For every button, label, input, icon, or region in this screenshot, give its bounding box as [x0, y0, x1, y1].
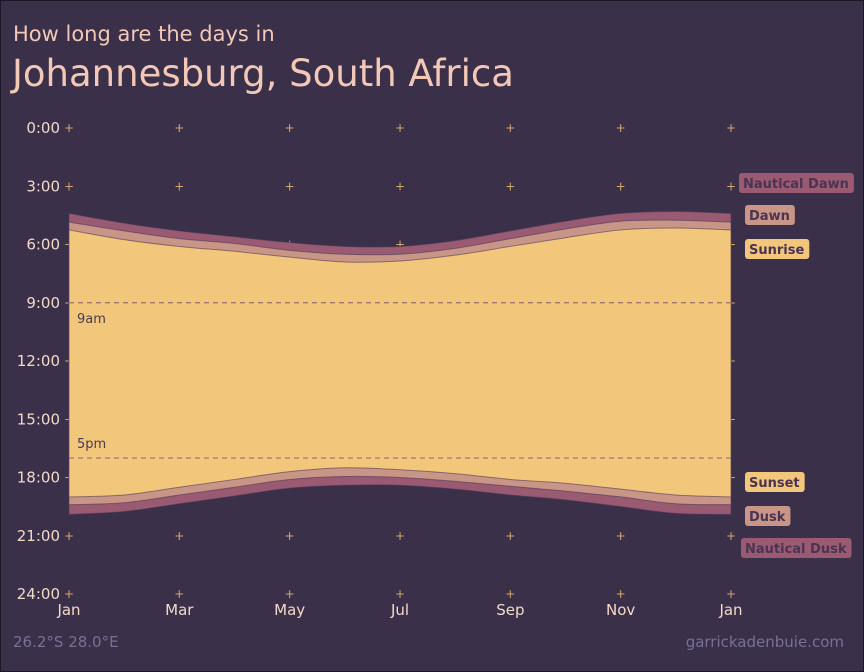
legend-swatch — [739, 173, 854, 193]
y-tick-label: 0:00 — [26, 119, 60, 137]
x-tick-label: Jul — [390, 601, 409, 619]
band-layer — [68, 210, 732, 515]
grid-marker: + — [395, 587, 405, 601]
reference-lines: 9am 5pm — [69, 302, 731, 459]
grid-marker: + — [64, 529, 74, 543]
legend-swatch — [745, 506, 791, 526]
grid-marker: + — [395, 529, 405, 543]
grid-marker: + — [174, 529, 184, 543]
grid-marker: + — [395, 238, 405, 252]
y-tick-label: 6:00 — [26, 236, 60, 254]
y-tick-label: 18:00 — [17, 469, 60, 487]
legend-item-nautical-dusk: Nautical Dusk — [741, 538, 852, 558]
legend-swatch — [745, 472, 805, 492]
legend-layer: Nautical Dawn Dawn Sunrise Sunset Dusk Nautic… — [739, 173, 854, 558]
grid-marker: + — [64, 121, 74, 135]
legend-item-dawn: Dawn — [745, 205, 795, 225]
reference-label-9am: 9am — [77, 312, 106, 327]
legend-label: Sunset — [749, 476, 800, 491]
grid-marker: + — [505, 121, 515, 135]
y-tick-label: 9:00 — [26, 294, 60, 312]
grid-marker: + — [726, 179, 736, 193]
reference-label-5pm: 5pm — [77, 437, 106, 452]
chart-subtitle: How long are the days in — [13, 22, 275, 46]
grid-marker: + — [616, 121, 626, 135]
daylight-band — [68, 227, 732, 498]
legend-item-sunset: Sunset — [745, 472, 805, 492]
grid-marker: + — [726, 121, 736, 135]
x-tick-label: Nov — [606, 601, 635, 619]
legend-label: Nautical Dawn — [743, 177, 849, 192]
credit-link[interactable]: garrickadenbuie.com — [685, 633, 844, 651]
y-tick-label: 15:00 — [17, 410, 60, 428]
grid-marker: + — [616, 529, 626, 543]
legend-label: Dawn — [749, 209, 790, 224]
legend-label: Nautical Dusk — [745, 542, 847, 557]
legend-swatch — [745, 239, 810, 259]
x-tick-label: Jan — [718, 601, 742, 619]
grid-marker: + — [174, 587, 184, 601]
x-tick-label: May — [274, 601, 305, 619]
legend-label: Sunrise — [749, 243, 804, 258]
legend-item-dusk: Dusk — [745, 506, 791, 526]
grid-marker: + — [616, 587, 626, 601]
chart-title: Johannesburg, South Africa — [12, 52, 514, 95]
grid-marker: + — [64, 587, 74, 601]
grid-marker: + — [64, 179, 74, 193]
x-tick-label: Mar — [165, 601, 194, 619]
grid-marker: + — [174, 121, 184, 135]
location-coordinates: 26.2°S 28.0°E — [13, 633, 119, 651]
grid-marker: + — [616, 179, 626, 193]
legend-label: Dusk — [749, 510, 786, 525]
grid-marker: + — [505, 179, 515, 193]
y-tick-label: 12:00 — [17, 352, 60, 370]
legend-item-nautical-dawn: Nautical Dawn — [739, 173, 854, 193]
grid-marker: + — [505, 587, 515, 601]
x-tick-label: Jan — [56, 601, 80, 619]
grid-marker: + — [395, 121, 405, 135]
axis-layer: 0:00 3:00 6:00 9:00 12:00 15:00 18:00 21:00 24:0… — [17, 119, 743, 619]
y-tick-label: 3:00 — [26, 177, 60, 195]
grid-marker: + — [505, 529, 515, 543]
grid-marker: + — [285, 529, 295, 543]
grid-marker: + — [285, 587, 295, 601]
grid-marker: + — [726, 587, 736, 601]
grid-marker: + — [174, 179, 184, 193]
grid-marker: + — [285, 179, 295, 193]
legend-item-sunrise: Sunrise — [745, 239, 810, 259]
y-tick-label: 21:00 — [17, 527, 60, 545]
x-tick-label: Sep — [496, 601, 524, 619]
grid-marker: + — [395, 179, 405, 193]
y-tick-label: 24:00 — [17, 585, 60, 603]
grid-marker: + — [726, 529, 736, 543]
legend-swatch — [745, 205, 795, 225]
grid-marker: + — [285, 121, 295, 135]
legend-swatch — [741, 538, 852, 558]
